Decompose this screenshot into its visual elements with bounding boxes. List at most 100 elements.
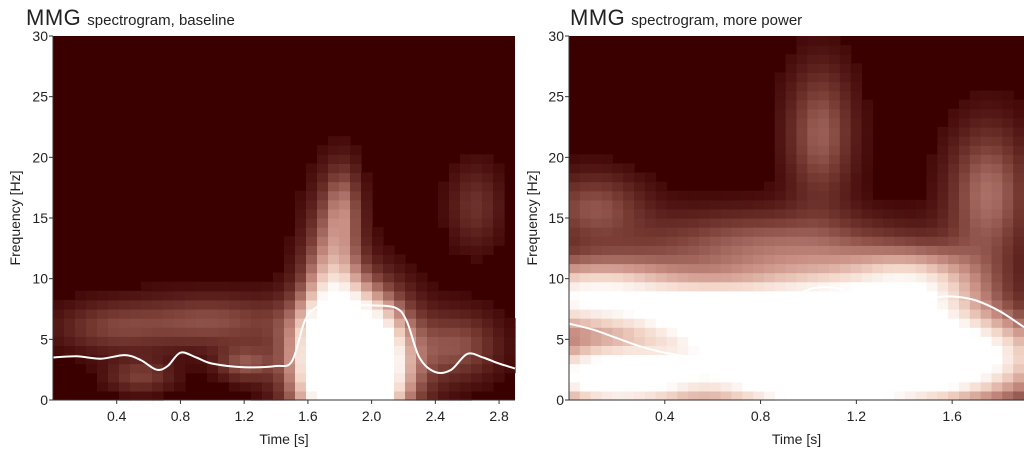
heatmap-cell bbox=[372, 245, 384, 255]
heatmap-cell bbox=[339, 354, 351, 365]
heatmap-cell bbox=[284, 290, 296, 301]
heatmap-cell bbox=[383, 381, 395, 392]
heatmap-cell bbox=[948, 154, 960, 164]
heatmap-cell bbox=[969, 372, 982, 383]
heatmap-cell bbox=[818, 345, 830, 356]
heatmap-cell bbox=[948, 354, 960, 365]
heatmap-cell bbox=[284, 345, 296, 356]
heatmap-cell bbox=[229, 327, 241, 337]
heatmap-cell bbox=[894, 272, 906, 283]
heatmap-cell bbox=[284, 263, 296, 274]
heatmap-cell bbox=[644, 245, 657, 255]
heatmap-cell bbox=[284, 236, 296, 246]
heatmap-cell bbox=[883, 390, 895, 401]
heatmap-cell bbox=[655, 208, 668, 219]
heatmap-cell bbox=[839, 218, 852, 228]
heatmap-cell bbox=[590, 172, 603, 183]
heatmap-cell bbox=[612, 263, 624, 274]
heatmap-cell bbox=[644, 336, 657, 346]
heatmap-cell bbox=[872, 345, 884, 356]
heatmap-cell bbox=[218, 299, 230, 310]
heatmap-cell bbox=[883, 236, 895, 246]
heatmap-cell bbox=[872, 354, 884, 365]
heatmap-cell bbox=[894, 281, 906, 292]
heatmap-cell bbox=[904, 208, 917, 219]
heatmap-cell bbox=[991, 190, 1003, 201]
heatmap-cell bbox=[185, 290, 197, 301]
heatmap-cell bbox=[948, 199, 960, 210]
heatmap-cell bbox=[284, 363, 296, 374]
heatmap-cell bbox=[753, 299, 765, 310]
heatmap-cell bbox=[904, 318, 917, 328]
heatmap-cell bbox=[731, 218, 743, 228]
heatmap-cell bbox=[829, 263, 841, 274]
heatmap-cell bbox=[339, 190, 351, 201]
heatmap-cell bbox=[785, 263, 798, 274]
heatmap-cell bbox=[174, 381, 186, 392]
heatmap-cell bbox=[262, 354, 274, 365]
y-tick-label: 25 bbox=[548, 89, 564, 105]
heatmap-cell bbox=[937, 390, 949, 401]
heatmap-cell bbox=[328, 263, 340, 274]
heatmap-cell bbox=[623, 299, 635, 310]
y-axis-label: Frequency [Hz] bbox=[7, 171, 23, 266]
heatmap-cell bbox=[991, 90, 1003, 101]
heatmap-cell bbox=[980, 108, 993, 119]
heatmap-cell bbox=[601, 327, 613, 337]
heatmap-cell bbox=[774, 136, 787, 146]
x-axis-label: Time [s] bbox=[259, 431, 308, 447]
heatmap-cell bbox=[350, 281, 362, 292]
heatmap-cell bbox=[251, 309, 263, 319]
heatmap-cell bbox=[493, 172, 505, 183]
heatmap-cell bbox=[666, 245, 678, 255]
heatmap-cell bbox=[295, 354, 307, 365]
heatmap-cell bbox=[991, 136, 1003, 146]
heatmap-cell bbox=[839, 354, 852, 365]
heatmap-cell bbox=[655, 218, 668, 228]
heatmap-cell bbox=[152, 318, 164, 328]
heatmap-cell bbox=[634, 345, 646, 356]
heatmap-cell bbox=[731, 363, 743, 374]
heatmap-cell bbox=[937, 381, 949, 392]
heatmap-cell bbox=[634, 199, 646, 210]
heatmap-cell bbox=[861, 281, 873, 292]
heatmap-cell bbox=[948, 336, 960, 346]
heatmap-cell bbox=[623, 345, 635, 356]
heatmap-cell bbox=[590, 181, 603, 192]
heatmap-cell bbox=[796, 181, 808, 192]
heatmap-cell bbox=[850, 272, 863, 283]
heatmap-cell bbox=[350, 272, 362, 283]
heatmap-cell bbox=[394, 390, 406, 401]
heatmap-cell bbox=[785, 190, 798, 201]
heatmap-cell bbox=[948, 127, 960, 137]
heatmap-cell bbox=[829, 318, 841, 328]
heatmap-cell bbox=[141, 390, 153, 401]
heatmap-cell bbox=[493, 199, 505, 210]
heatmap-cell bbox=[75, 290, 87, 301]
heatmap-cell bbox=[601, 245, 613, 255]
heatmap-cell bbox=[894, 318, 906, 328]
heatmap-cell bbox=[350, 372, 362, 383]
heatmap-cell bbox=[130, 363, 142, 374]
heatmap-cell bbox=[317, 327, 329, 337]
heatmap-cell bbox=[829, 190, 841, 201]
heatmap-cell bbox=[240, 327, 252, 337]
heatmap-cell bbox=[699, 218, 711, 228]
heatmap-cell bbox=[709, 290, 722, 301]
heatmap-cell bbox=[969, 172, 982, 183]
heatmap-cell bbox=[720, 208, 733, 219]
heatmap-cell bbox=[753, 372, 765, 383]
heatmap-cell bbox=[731, 190, 743, 201]
heatmap-cell bbox=[130, 299, 142, 310]
heatmap-cell bbox=[774, 199, 787, 210]
heatmap-cell bbox=[569, 263, 581, 274]
heatmap-cell bbox=[644, 299, 657, 310]
heatmap-cell bbox=[350, 363, 362, 374]
heatmap-cell bbox=[883, 345, 895, 356]
y-tick-label: 0 bbox=[556, 392, 564, 408]
heatmap-cell bbox=[152, 281, 164, 292]
heatmap-cell bbox=[317, 290, 329, 301]
heatmap-cell bbox=[861, 136, 873, 146]
heatmap-cell bbox=[861, 99, 873, 110]
heatmap-cell bbox=[818, 63, 830, 73]
